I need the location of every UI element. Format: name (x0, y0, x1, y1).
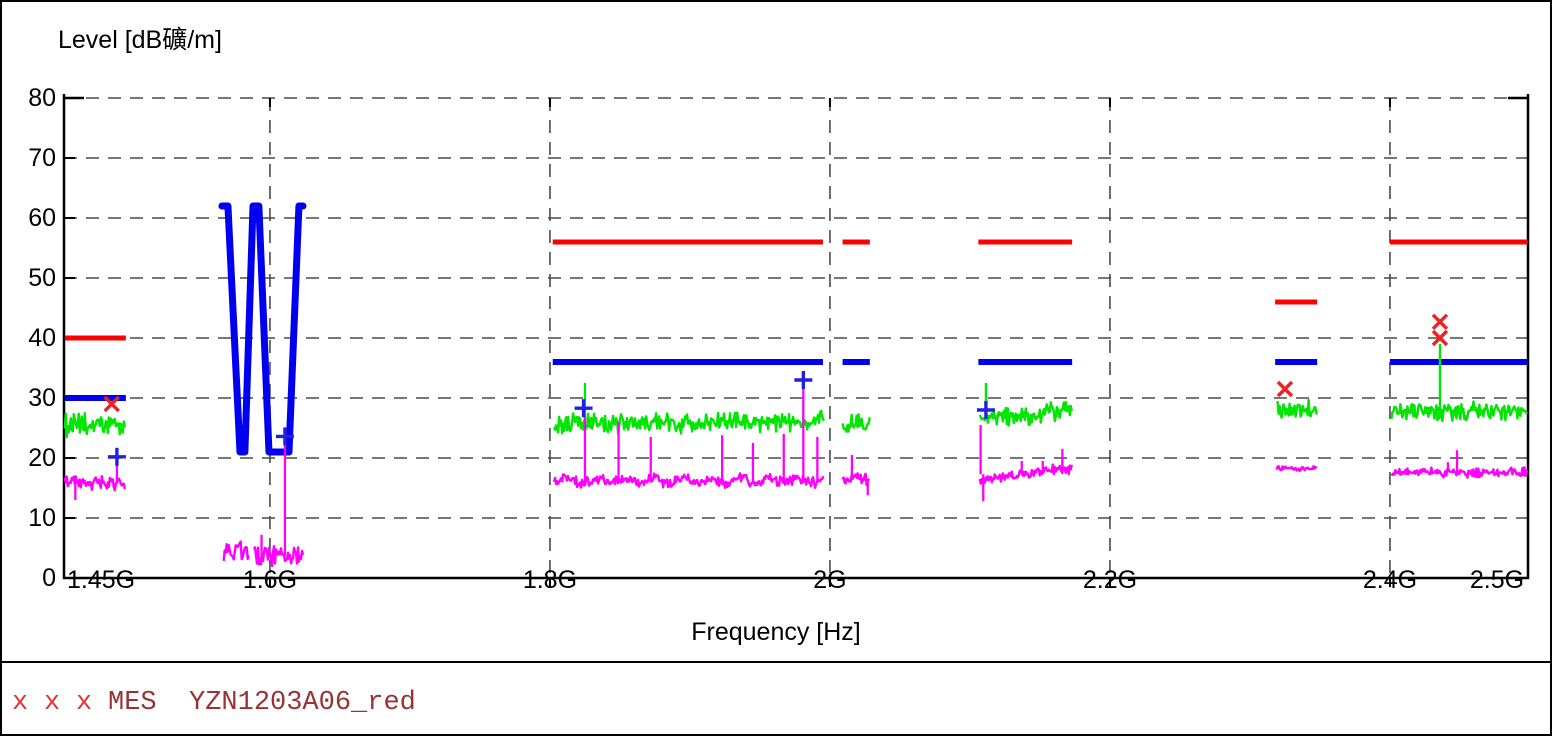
y-tick-label-10: 10 (28, 504, 56, 532)
y-tick-label-20: 20 (28, 444, 56, 472)
y-tick-label-0: 0 (42, 564, 56, 592)
y-axis-title: Level [dB礦/m] (58, 26, 222, 54)
green-trace-band (63, 412, 126, 439)
y-tick-label-60: 60 (28, 204, 56, 232)
y-tick-label-30: 30 (28, 384, 56, 412)
legend: x x x MES YZN1203A06_red (12, 686, 416, 720)
magenta-trace-band (841, 472, 870, 487)
green-trace-band (1275, 398, 1318, 419)
mes-x-marker (1431, 313, 1449, 331)
magenta-trace-band (552, 472, 825, 490)
legend-trace-name: MES YZN1203A06_red (108, 688, 416, 718)
green-trace-band (841, 413, 871, 433)
mes-x-marker (1431, 329, 1449, 347)
y-tick-label-80: 80 (28, 84, 56, 112)
x-tick-label-2G: 2G (813, 566, 847, 594)
x-axis-title: Frequency [Hz] (691, 618, 861, 646)
legend-marker-x-icon: x (44, 688, 61, 718)
x-tick-label-2.2G: 2.2G (1082, 566, 1138, 594)
magenta-trace-band (222, 540, 250, 562)
spectrum-plot (62, 94, 1530, 587)
mes-x-marker (103, 395, 120, 413)
magenta-trace-band (1275, 465, 1318, 472)
x-tick-label-1.45G: 1.45G (66, 566, 136, 594)
x-tick-label-1.6G: 1.6G (242, 566, 298, 594)
magenta-trace-band (1390, 466, 1529, 479)
legend-marker-x-icon: x (12, 688, 29, 718)
green-trace-band (552, 409, 826, 435)
x-tick-label-2.5G: 2.5G (1469, 566, 1525, 594)
blue-limit-notch (218, 202, 307, 456)
legend-divider (0, 661, 1552, 663)
green-trace-band (1390, 400, 1529, 423)
green-trace-band (978, 400, 1073, 427)
x-tick-label-1.8G: 1.8G (522, 566, 578, 594)
magenta-trace-band (978, 463, 1073, 485)
y-tick-label-40: 40 (28, 324, 56, 352)
x-tick-label-2.4G: 2.4G (1362, 566, 1418, 594)
y-tick-label-70: 70 (28, 144, 56, 172)
mes-x-marker (1276, 380, 1294, 398)
legend-marker-x-icon: x (76, 688, 93, 718)
y-tick-label-50: 50 (28, 264, 56, 292)
